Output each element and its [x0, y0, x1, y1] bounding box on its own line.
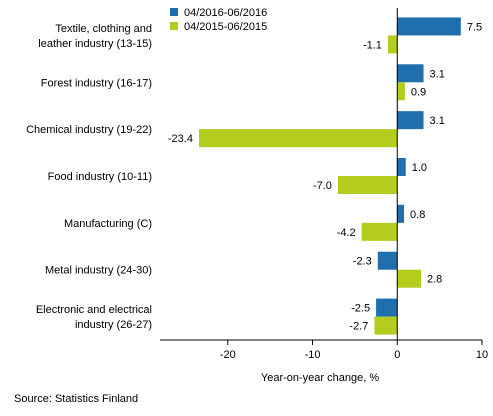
data-label: -2.3	[353, 256, 372, 268]
x-tick-label: -20	[220, 349, 236, 361]
data-label: -1.1	[363, 39, 382, 51]
category-label: Food industry (10-11)	[48, 171, 152, 183]
legend-label-1: 04/2016-06/2016	[184, 7, 267, 19]
bar-series-2-1	[397, 82, 405, 101]
legend-label-2: 04/2015-06/2015	[184, 21, 267, 33]
data-label: -4.2	[337, 227, 356, 239]
bar-series-2-3	[337, 176, 398, 194]
x-axis-label: Year-on-year change, %	[261, 372, 379, 384]
bar-series-2-4	[361, 222, 398, 241]
data-label: 0.9	[411, 86, 426, 98]
category-label: Forest industry (16-17)	[41, 77, 152, 89]
category-label: Metal industry (24-30)	[45, 265, 152, 277]
data-label: 7.5	[467, 21, 482, 33]
legend-swatch-2	[170, 22, 178, 30]
x-tick-label: -10	[305, 349, 321, 361]
category-label: Manufacturing (C)	[64, 218, 152, 230]
bar-series-2-5	[397, 269, 421, 288]
data-label: 0.8	[410, 209, 425, 221]
bar-series-1-1	[397, 64, 424, 83]
bar-series-1-3	[397, 158, 406, 176]
data-label: -23.4	[168, 133, 193, 145]
source-note: Source: Statistics Finland	[14, 393, 138, 405]
bar-series-1-4	[397, 204, 405, 223]
bar-series-2-6	[374, 316, 398, 335]
x-tick-label: 10	[476, 349, 488, 361]
data-label: -2.7	[349, 321, 368, 333]
data-label: 3.1	[430, 68, 445, 80]
data-label: 2.8	[427, 274, 442, 286]
data-label: 1.0	[412, 162, 427, 174]
category-label: Chemical industry (19-22)	[26, 124, 152, 136]
bar-series-1-2	[397, 111, 424, 130]
bars: 7.5 -1.1 3.1 0.9 3.1 -23.4 1.0 -7.0 0.8 -4.2 -2.3 2…	[168, 17, 482, 335]
bar-series-2-2	[198, 129, 398, 148]
bar-series-1-5	[377, 251, 398, 270]
category-labels: Textile, clothing and leather industry (1…	[26, 23, 152, 331]
legend-swatch-1	[170, 8, 178, 16]
category-label: Electronic and electrical	[36, 304, 152, 316]
bar-series-1-0	[397, 17, 461, 36]
x-tick-label: 0	[394, 349, 400, 361]
category-label: industry (26-27)	[75, 319, 152, 331]
legend: 04/2016-06/2016 04/2015-06/2015	[170, 7, 267, 33]
data-label: -7.0	[313, 180, 332, 192]
bar-series-2-0	[387, 35, 398, 54]
category-label: Textile, clothing and	[55, 23, 152, 35]
data-label: -2.5	[351, 303, 370, 315]
x-axis: -20 -10 0 10	[160, 8, 488, 361]
category-label: leather industry (13-15)	[38, 38, 152, 50]
data-label: 3.1	[430, 115, 445, 127]
bar-series-1-6	[376, 298, 398, 317]
